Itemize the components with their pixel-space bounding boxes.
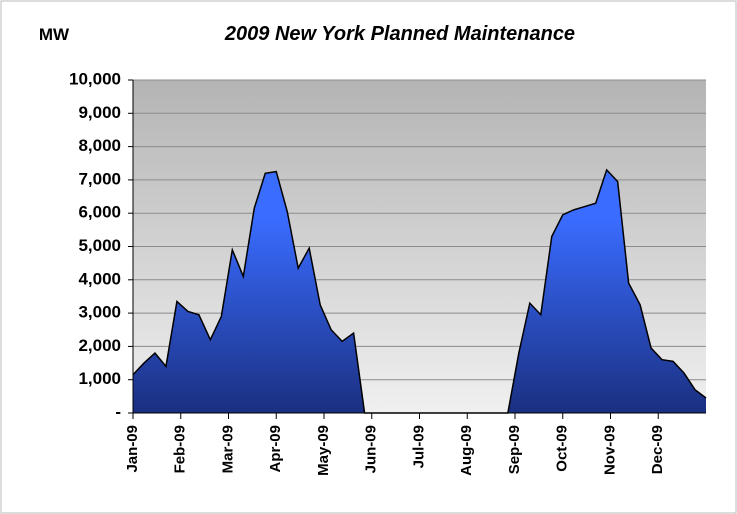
x-tick-label: Jul-09 (410, 425, 427, 468)
y-tick-label: 8,000 (78, 136, 121, 155)
y-tick-label: 3,000 (78, 303, 121, 322)
y-tick-label: 9,000 (78, 103, 121, 122)
x-tick-label: Jan-09 (124, 425, 141, 473)
x-tick-label: Mar-09 (219, 425, 236, 473)
x-tick-label: Nov-09 (601, 425, 618, 475)
y-tick-label: 10,000 (69, 69, 121, 88)
x-tick-label: Apr-09 (267, 425, 284, 473)
y-axis-label: MW (39, 25, 70, 44)
x-tick-label: May-09 (315, 425, 332, 476)
y-tick-label: 6,000 (78, 203, 121, 222)
area (133, 169, 706, 413)
chart-title: 2009 New York Planned Maintenance (224, 23, 575, 45)
x-tick-label: Feb-09 (172, 425, 189, 473)
x-tick-label: Oct-09 (554, 425, 571, 472)
y-tick-label: 7,000 (78, 169, 121, 188)
x-tick-label: Jun-09 (363, 425, 380, 473)
y-tick-label: 5,000 (78, 236, 121, 255)
y-tick-label: 2,000 (78, 336, 121, 355)
y-tick-label: - (115, 402, 121, 421)
y-tick-label: 1,000 (78, 369, 121, 388)
x-tick-label: Sep-09 (506, 425, 523, 474)
x-tick-label: Aug-09 (458, 425, 475, 476)
x-tick-label: Dec-09 (649, 425, 666, 474)
y-tick-label: 4,000 (78, 269, 121, 288)
